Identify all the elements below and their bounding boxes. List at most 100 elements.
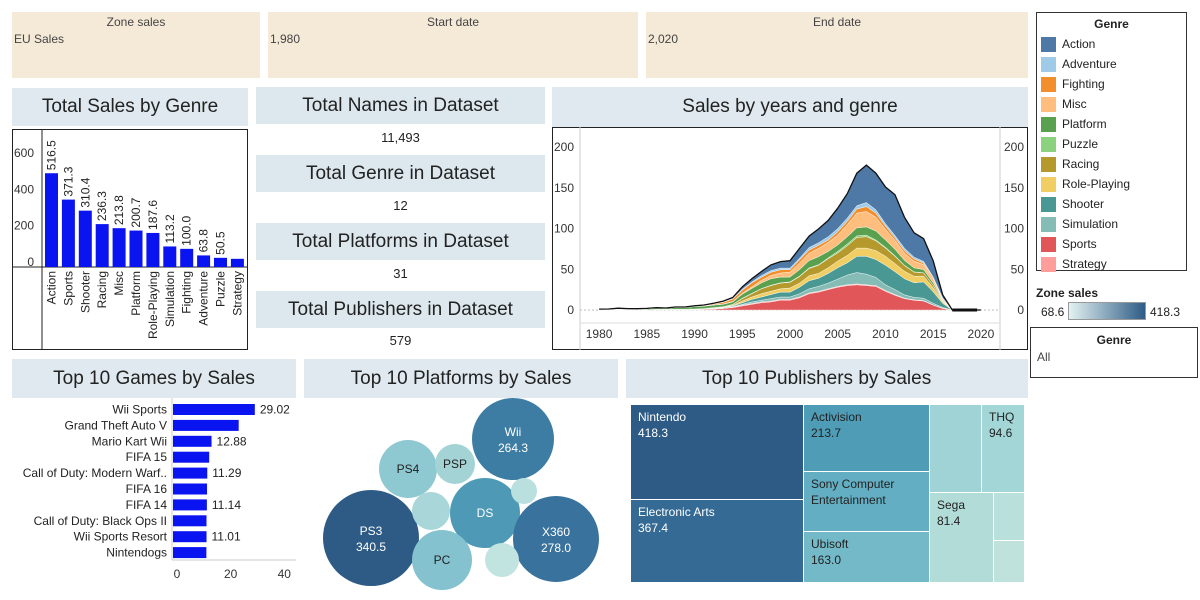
treemap-cell-activision[interactable]: Activision 213.7 bbox=[804, 405, 930, 472]
treemap-cell-unlabeled-5[interactable] bbox=[930, 405, 982, 493]
legend-item-action[interactable]: Action bbox=[1037, 34, 1186, 54]
treemap-value: 163.0 bbox=[811, 553, 842, 567]
bar-racing bbox=[95, 224, 109, 267]
zone-sales-filter[interactable]: Zone sales EU Sales bbox=[12, 12, 260, 78]
legend-item-platform[interactable]: Platform bbox=[1037, 114, 1186, 134]
treemap-cell-unlabeled-8[interactable] bbox=[994, 493, 1025, 541]
y-tick-label-left: 100 bbox=[554, 222, 574, 236]
bubble-ps3 bbox=[323, 490, 419, 586]
total-platforms-title: Total Platforms in Dataset bbox=[256, 223, 545, 260]
treemap-cell-ubisoft[interactable]: Ubisoft 163.0 bbox=[804, 532, 930, 583]
treemap-cell-sega[interactable]: Sega 81.4 bbox=[930, 493, 994, 583]
legend-swatch bbox=[1041, 196, 1056, 212]
game-label: Nintendogs bbox=[106, 546, 167, 560]
legend-label: Shooter bbox=[1062, 197, 1105, 211]
category-label: Platform bbox=[129, 271, 143, 316]
legend-item-puzzle[interactable]: Puzzle bbox=[1037, 134, 1186, 154]
y-tick-label: 200 bbox=[14, 219, 34, 233]
treemap-value: 418.3 bbox=[638, 426, 669, 440]
bar-puzzle bbox=[214, 257, 227, 267]
legend-label: Action bbox=[1062, 37, 1096, 51]
bubble-pc bbox=[412, 530, 472, 590]
category-label: Simulation bbox=[163, 271, 177, 327]
legend-item-sports[interactable]: Sports bbox=[1037, 234, 1186, 254]
genre-filter[interactable]: Genre All bbox=[1030, 327, 1198, 378]
years-genre-chart: 0 0 50 50 100 100 150 150 200 200 1980 1985 1990 1995… bbox=[552, 127, 1028, 350]
treemap-cell-electronic-arts[interactable]: Electronic Arts 367.4 bbox=[631, 500, 804, 583]
game-label: Wii Sports Resort bbox=[74, 530, 168, 544]
bar-value-label: 213.8 bbox=[112, 195, 126, 225]
legend-swatch bbox=[1041, 156, 1056, 172]
total-outline bbox=[599, 164, 981, 311]
game-label: Call of Duty: Black Ops II bbox=[34, 514, 167, 528]
x-tick-label: 2000 bbox=[777, 327, 804, 341]
bar-wii-sports-resort bbox=[173, 531, 207, 543]
bubble-wii bbox=[472, 398, 554, 480]
treemap-cell-sony-computer-entertainment[interactable]: Sony Computer Entertainment bbox=[804, 472, 930, 532]
x-tick-label: 1990 bbox=[681, 327, 708, 341]
treemap-value: 94.6 bbox=[989, 426, 1013, 440]
bubble-ds bbox=[450, 478, 520, 548]
treemap-cell-nintendo[interactable]: Nintendo 418.3 bbox=[631, 405, 804, 500]
treemap-value: 367.4 bbox=[638, 521, 669, 535]
start-date-filter[interactable]: Start date 1,980 bbox=[268, 12, 638, 78]
legend-item-racing[interactable]: Racing bbox=[1037, 154, 1186, 174]
bubble-psp bbox=[435, 444, 475, 484]
treemap-label: Electronic Arts bbox=[638, 505, 715, 519]
treemap-label: Sony Computer Entertainment bbox=[811, 477, 895, 507]
end-date-label: End date bbox=[812, 15, 862, 29]
legend-item-misc[interactable]: Misc bbox=[1037, 94, 1186, 114]
bar-fifa-14 bbox=[173, 499, 207, 511]
bubble-value: 340.5 bbox=[356, 540, 386, 554]
genre-sales-chart: 0 200 400 600 516.5 Action 371.3 Sports 310.4 Sho… bbox=[12, 129, 248, 350]
top-publishers-title: Top 10 Publishers by Sales bbox=[626, 359, 1028, 398]
bubble-label: X360 bbox=[542, 525, 570, 539]
legend-label: Adventure bbox=[1062, 57, 1117, 71]
legend-swatch bbox=[1041, 96, 1056, 112]
genre-filter-value[interactable]: All bbox=[1037, 350, 1051, 364]
legend-swatch bbox=[1041, 216, 1056, 232]
treemap-cell-unlabeled-9[interactable] bbox=[994, 541, 1025, 583]
legend-swatch bbox=[1041, 176, 1056, 192]
y-tick-label-right: 150 bbox=[1004, 181, 1024, 195]
x-tick-label: 2005 bbox=[824, 327, 851, 341]
bar-grand-theft-auto-v bbox=[173, 419, 239, 431]
legend-item-fighting[interactable]: Fighting bbox=[1037, 74, 1186, 94]
total-publishers-title: Total Publishers in Dataset bbox=[256, 291, 545, 328]
x-tick-label: 2020 bbox=[968, 327, 995, 341]
legend-label: Puzzle bbox=[1062, 137, 1099, 151]
chart-frame bbox=[12, 129, 248, 350]
genre-legend-title: Genre bbox=[1094, 17, 1129, 31]
bar-value-label: 100.0 bbox=[180, 215, 194, 245]
total-publishers-value: 579 bbox=[389, 333, 412, 348]
category-label: Strategy bbox=[230, 271, 244, 316]
bubble-value: 278.0 bbox=[541, 541, 571, 555]
treemap-label: Sega bbox=[937, 498, 966, 512]
bar-nintendogs bbox=[173, 547, 207, 559]
end-date-value[interactable]: 2,020 bbox=[648, 32, 679, 46]
game-label: Mario Kart Wii bbox=[92, 434, 167, 448]
bar-value-label: 11.01 bbox=[212, 530, 241, 544]
start-date-value[interactable]: 1,980 bbox=[270, 32, 301, 46]
legend-label: Fighting bbox=[1062, 77, 1105, 91]
treemap-cell-thq[interactable]: THQ 94.6 bbox=[982, 405, 1025, 493]
y-tick-label-left: 0 bbox=[567, 303, 574, 317]
legend-item-strategy[interactable]: Strategy bbox=[1037, 254, 1186, 274]
legend-item-simulation[interactable]: Simulation bbox=[1037, 214, 1186, 234]
legend-item-adventure[interactable]: Adventure bbox=[1037, 54, 1186, 74]
legend-item-shooter[interactable]: Shooter bbox=[1037, 194, 1186, 214]
treemap-label: Activision bbox=[811, 410, 862, 424]
x-tick-label: 20 bbox=[224, 567, 238, 581]
bar-value-label: 516.5 bbox=[45, 140, 59, 170]
bar-value-label: 187.6 bbox=[146, 200, 160, 230]
bar-value-label: 29.02 bbox=[260, 403, 290, 417]
legend-label: Misc bbox=[1062, 97, 1087, 111]
bar-strategy bbox=[230, 258, 244, 267]
zone-sales-value[interactable]: EU Sales bbox=[14, 32, 65, 46]
legend-item-role-playing[interactable]: Role-Playing bbox=[1037, 174, 1186, 194]
y-tick-label-left: 50 bbox=[561, 262, 575, 276]
end-date-filter[interactable]: End date 2,020 bbox=[646, 12, 1028, 78]
category-label: Puzzle bbox=[214, 271, 228, 307]
game-label: Call of Duty: Modern Warf.. bbox=[23, 466, 167, 480]
bubble-unlabeled-8 bbox=[511, 478, 537, 504]
